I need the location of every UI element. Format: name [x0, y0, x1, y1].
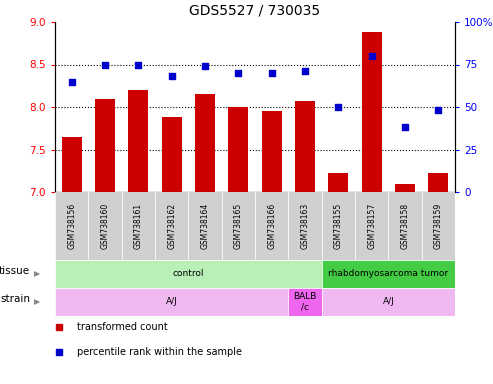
Point [201, 63, 209, 69]
Bar [328, 173, 349, 192]
Text: A/J: A/J [383, 298, 394, 306]
Point [301, 68, 309, 74]
Bar [362, 32, 382, 192]
Point [135, 61, 142, 68]
Bar [388, 192, 422, 260]
Bar [128, 90, 148, 192]
Bar [88, 192, 122, 260]
Bar [422, 192, 455, 260]
Text: strain: strain [0, 294, 30, 304]
Text: GSM738156: GSM738156 [67, 203, 76, 249]
Bar [288, 288, 321, 316]
Bar [288, 192, 321, 260]
Bar [228, 107, 248, 192]
Bar [188, 192, 222, 260]
Point [434, 107, 442, 114]
Text: GSM738164: GSM738164 [201, 203, 210, 249]
Bar [395, 184, 415, 192]
Text: GSM738162: GSM738162 [167, 203, 176, 249]
Bar [321, 288, 455, 316]
Bar [355, 192, 388, 260]
Text: GSM738159: GSM738159 [434, 203, 443, 249]
Point [168, 73, 176, 79]
Bar [195, 94, 215, 192]
Text: percentile rank within the sample: percentile rank within the sample [77, 347, 242, 357]
Text: control: control [173, 270, 204, 278]
Text: BALB
/c: BALB /c [293, 292, 317, 312]
Text: GSM738165: GSM738165 [234, 203, 243, 249]
Point [234, 70, 242, 76]
Bar [62, 137, 82, 192]
Text: GSM738157: GSM738157 [367, 203, 376, 249]
Point [401, 124, 409, 131]
Text: GSM738166: GSM738166 [267, 203, 276, 249]
Bar [262, 111, 282, 192]
Bar [321, 192, 355, 260]
Text: GSM738161: GSM738161 [134, 203, 143, 249]
Text: GSM738163: GSM738163 [301, 203, 310, 249]
Bar [321, 260, 455, 288]
Bar [295, 101, 315, 192]
Bar [222, 192, 255, 260]
Text: GSM738160: GSM738160 [101, 203, 109, 249]
Bar [155, 192, 188, 260]
Text: GDS5527 / 730035: GDS5527 / 730035 [189, 4, 320, 18]
Text: GSM738155: GSM738155 [334, 203, 343, 249]
Bar [428, 173, 448, 192]
Point [101, 61, 109, 68]
Text: transformed count: transformed count [77, 322, 168, 332]
Text: A/J: A/J [166, 298, 177, 306]
Point [268, 70, 276, 76]
Bar [55, 192, 88, 260]
Bar [95, 99, 115, 192]
Bar [55, 288, 288, 316]
Bar [122, 192, 155, 260]
Point [368, 53, 376, 59]
Point [334, 104, 342, 110]
Text: rhabdomyosarcoma tumor: rhabdomyosarcoma tumor [328, 270, 449, 278]
Point [68, 78, 75, 84]
Bar [55, 260, 321, 288]
Text: GSM738158: GSM738158 [400, 203, 410, 249]
Text: tissue: tissue [0, 266, 30, 276]
Bar [255, 192, 288, 260]
Bar [162, 117, 181, 192]
